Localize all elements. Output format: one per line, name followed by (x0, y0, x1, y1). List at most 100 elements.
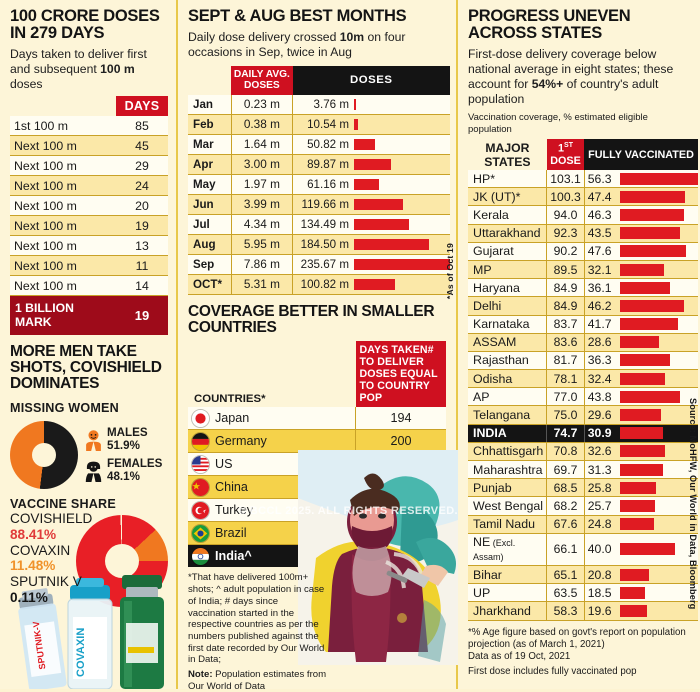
days-table: DAYS 1st 100 m 85 Next 100 m 45 Next 100 m 29… (10, 96, 168, 336)
countries-table-header-row: COUNTRIES* DAYS TAKEN# TO DELIVER DOSES … (188, 340, 446, 408)
month-doses-value: 119.66 m (301, 197, 349, 211)
page-title: 100 CRORE DOSES IN 279 DAYS (10, 7, 160, 42)
table-row: Tamil Nadu 67.6 24.8 (468, 515, 698, 534)
table-row: Next 100 m 45 (10, 135, 168, 157)
state-fully-vaccinated-bar (619, 481, 656, 494)
state-fully-vaccinated-bar (619, 445, 665, 458)
days-row-label: Next 100 m (10, 175, 116, 197)
state-fully-vaccinated-bar (619, 208, 684, 221)
state-fully-vaccinated: 47.4 (587, 189, 612, 204)
month-doses-bar (354, 158, 391, 170)
table-row: Jul 4.34 m 134.49 m (188, 214, 450, 235)
month-label: May (188, 174, 232, 195)
legend-females: FEMALES 48.1% (84, 458, 162, 483)
states-header-first-dose: 1ST DOSE (546, 139, 585, 170)
table-row: Rajasthan 81.7 36.3 (468, 351, 698, 371)
month-daily-avg: 0.38 m (230, 114, 294, 135)
brazil-flag (191, 523, 210, 543)
state-fully-vaccinated: 24.8 (587, 517, 612, 532)
table-row: Next 100 m 29 (10, 155, 168, 177)
state-label: Odisha (468, 369, 547, 389)
table-row: May 1.97 m 61.16 m (188, 174, 450, 195)
state-fully-vaccinated-bar (619, 427, 663, 440)
billion-mark-row: 1 BILLION MARK 19 (10, 295, 168, 336)
gender-donut (10, 421, 78, 490)
vaccination-photo-illustration (298, 450, 458, 665)
state-fully-vaccinated: 36.3 (587, 353, 612, 368)
table-row: Chhattisgarh 70.8 32.6 (468, 442, 698, 462)
countries-header-days: DAYS TAKEN# TO DELIVER DOSES EQUAL TO CO… (355, 340, 446, 408)
state-label: Kerala (468, 205, 547, 225)
state-fully-vaccinated: 29.6 (587, 408, 612, 423)
state-first-dose: 77.0 (546, 387, 585, 407)
state-fully-vaccinated-bar (619, 172, 698, 185)
state-first-dose: 58.3 (546, 601, 585, 621)
days-row-value: 85 (116, 116, 168, 137)
left-subhead-a: Days taken to deliver first and subseque… (10, 46, 147, 77)
state-first-dose: 65.1 (546, 565, 585, 585)
month-label: Feb (188, 114, 232, 135)
months-table: DAILY AVG. DOSES DOSES Jan 0.23 m 3.76 m Fe… (188, 66, 450, 295)
table-row: 1st 100 m 85 (10, 116, 168, 137)
state-label: Delhi (468, 296, 547, 316)
countries-headline: COVERAGE BETTER IN SMALLER COUNTRIES (188, 302, 435, 336)
month-daily-avg: 3.00 m (230, 154, 294, 175)
table-row: JK (UT)* 100.3 47.4 (468, 187, 698, 207)
states-header-fully-vaccinated: FULLY VACCINATED (584, 139, 698, 170)
state-fully-vaccinated: 41.7 (587, 317, 612, 332)
days-row-value: 24 (116, 175, 168, 197)
days-row-label: 1st 100 m (10, 116, 116, 137)
state-fully-vaccinated-bar (619, 409, 661, 422)
column-middle: SEPT & AUG BEST MONTHS Daily dose delive… (176, 0, 458, 692)
country-days: 200 (355, 429, 446, 454)
state-fully-vaccinated-bar (619, 372, 665, 385)
days-row-label: Next 100 m (10, 195, 116, 217)
middle-sub-a: Daily dose delivery crossed (188, 29, 340, 44)
table-row: Japan 194 (188, 407, 446, 431)
table-row: Jan 0.23 m 3.76 m (188, 94, 450, 115)
country-label: Brazil (215, 526, 247, 541)
table-row: Next 100 m 14 (10, 275, 168, 297)
covishield-vial-icon (120, 575, 164, 689)
table-row: Uttarakhand 92.3 43.5 (468, 224, 698, 243)
month-daily-avg: 0.23 m (230, 94, 294, 115)
month-daily-avg: 7.86 m (230, 254, 294, 275)
state-label: HP* (468, 170, 547, 189)
state-label: Jharkhand (468, 601, 547, 621)
state-fully-vaccinated: 30.9 (587, 426, 612, 441)
month-doses-bar (354, 98, 356, 110)
state-fully-vaccinated: 32.1 (587, 262, 612, 277)
state-label: ASSAM (468, 333, 547, 352)
watermark: © BCCL 2025. ALL RIGHTS RESERVED. (237, 505, 458, 517)
table-row: Telangana 75.0 29.6 (468, 405, 698, 425)
state-label: Gujarat (468, 242, 547, 261)
female-person-icon (85, 461, 102, 482)
state-first-dose: 83.6 (546, 333, 585, 352)
middle-subhead: Daily dose delivery crossed 10m on four … (188, 30, 448, 60)
right-sub-c: of country's adult population (468, 77, 659, 107)
state-fully-vaccinated-bar (619, 263, 665, 276)
state-fully-vaccinated: 32.4 (587, 371, 612, 386)
state-label: Karnataka (468, 315, 547, 334)
days-row-label: Next 100 m (10, 215, 116, 237)
month-daily-avg: 1.64 m (230, 134, 294, 155)
table-row: Maharashtra 69.7 31.3 (468, 460, 698, 480)
state-first-dose: 70.8 (546, 442, 585, 462)
state-fully-vaccinated-bar (619, 499, 656, 512)
svg-text:COVAXIN: COVAXIN (75, 628, 87, 677)
vaccine-value-0: 88.41% (10, 526, 57, 542)
months-header-blank (188, 66, 231, 94)
missing-women-title: MISSING WOMEN (10, 401, 119, 416)
vaccine-value-1: 11.48% (10, 558, 56, 574)
days-row-label: Next 100 m (10, 255, 116, 277)
vaccine-vials-illustration: SPUTNIK-V COVAXIN (18, 575, 164, 689)
month-doses-bar (354, 178, 379, 190)
state-fully-vaccinated: 25.8 (587, 480, 612, 495)
state-first-dose: 92.3 (546, 224, 585, 243)
table-row: UP 63.5 18.5 (468, 583, 698, 603)
table-row: Haryana 84.9 36.1 (468, 278, 698, 298)
state-first-dose: 100.3 (546, 187, 585, 207)
days-row-value: 14 (116, 275, 168, 297)
table-row: Next 100 m 13 (10, 235, 168, 257)
table-row: Gujarat 90.2 47.6 (468, 242, 698, 261)
